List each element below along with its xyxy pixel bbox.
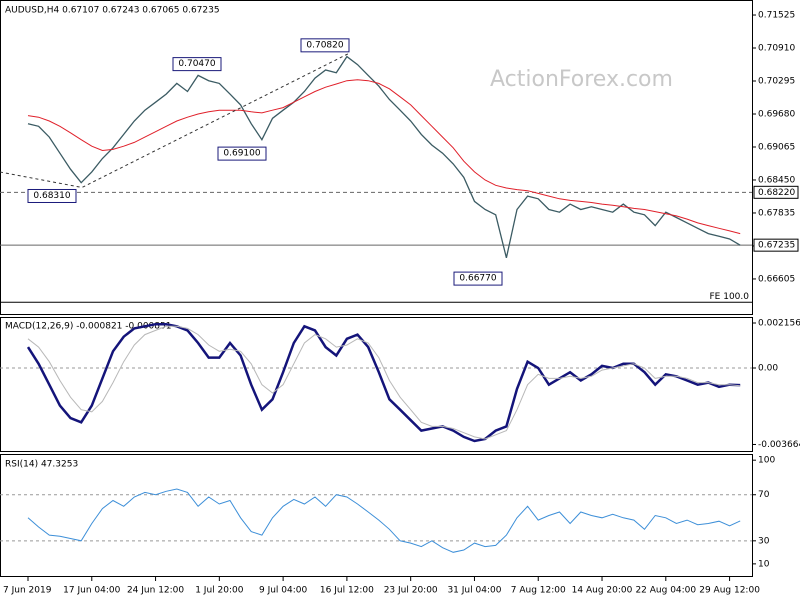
x-tick-label: 22 Aug 04:00	[635, 586, 696, 596]
y-tick-label: 0.69680	[758, 109, 795, 119]
x-tick-label: 7 Aug 12:00	[511, 586, 566, 596]
y-tick-label: 0.002156	[758, 319, 800, 329]
x-tick-label: 14 Aug 20:00	[572, 586, 633, 596]
callout-label: 0.70820	[306, 40, 343, 50]
y-tick-label: 0.66605	[758, 274, 795, 284]
chart-title: AUDUSD,H4 0.67107 0.67243 0.67065 0.6723…	[5, 6, 220, 16]
series-line	[27, 325, 741, 440]
y-tick-label: 100	[758, 456, 775, 466]
fe-label: FE 100.0	[710, 292, 750, 302]
y-tick-label: 0.70295	[758, 77, 795, 87]
x-tick-label: 24 Jun 12:00	[127, 586, 184, 596]
price-panel	[0, 0, 753, 315]
callout-label: 0.68310	[33, 191, 70, 201]
macd-title: MACD(12,26,9) -0.000821 -0.000851	[5, 322, 171, 332]
x-tick-label: 9 Jul 04:00	[259, 586, 308, 596]
series-line	[27, 79, 741, 235]
level-label: 0.67235	[758, 241, 795, 251]
callout-box	[300, 38, 350, 53]
trend-line	[0, 52, 351, 189]
callout-box	[27, 188, 77, 203]
x-tick-label: 16 Jul 12:00	[320, 586, 374, 596]
x-tick-label: 1 Jul 20:00	[195, 586, 244, 596]
rsi-panel	[0, 454, 753, 577]
y-tick-label: 0.68450	[758, 175, 795, 185]
x-tick-label: 17 Jun 04:00	[63, 586, 120, 596]
callout-box	[453, 271, 503, 286]
series-line	[26, 322, 741, 443]
y-tick-label: 0.00	[758, 364, 778, 374]
callout-box	[217, 146, 267, 161]
level-box	[753, 238, 799, 252]
callout-box	[172, 57, 222, 72]
callout-label: 0.69100	[223, 149, 260, 159]
x-tick-label: 31 Jul 04:00	[447, 586, 501, 596]
series-line	[27, 488, 741, 553]
x-tick-label: 29 Aug 12:00	[699, 586, 760, 596]
y-tick-label: 0.69065	[758, 142, 795, 152]
y-tick-label: 30	[758, 536, 770, 546]
callout-label: 0.70470	[178, 59, 215, 69]
watermark: ActionForex.com	[490, 67, 673, 92]
x-tick-label: 7 Jun 2019	[3, 586, 52, 596]
y-tick-label: 0.67835	[758, 208, 795, 218]
y-tick-label: 10	[758, 559, 770, 569]
y-tick-label: 0.70910	[758, 44, 795, 54]
level-box	[753, 185, 799, 199]
y-tick-label: 0.71525	[758, 11, 795, 21]
macd-panel	[0, 317, 753, 452]
y-tick-label: 70	[758, 490, 770, 500]
y-tick-label: -0.003664	[758, 440, 800, 450]
x-tick-label: 23 Jul 20:00	[384, 586, 438, 596]
rsi-title: RSI(14) 47.3253	[5, 460, 78, 470]
series-line	[27, 55, 741, 258]
callout-label: 0.66770	[459, 274, 496, 284]
level-label: 0.68220	[758, 188, 795, 198]
